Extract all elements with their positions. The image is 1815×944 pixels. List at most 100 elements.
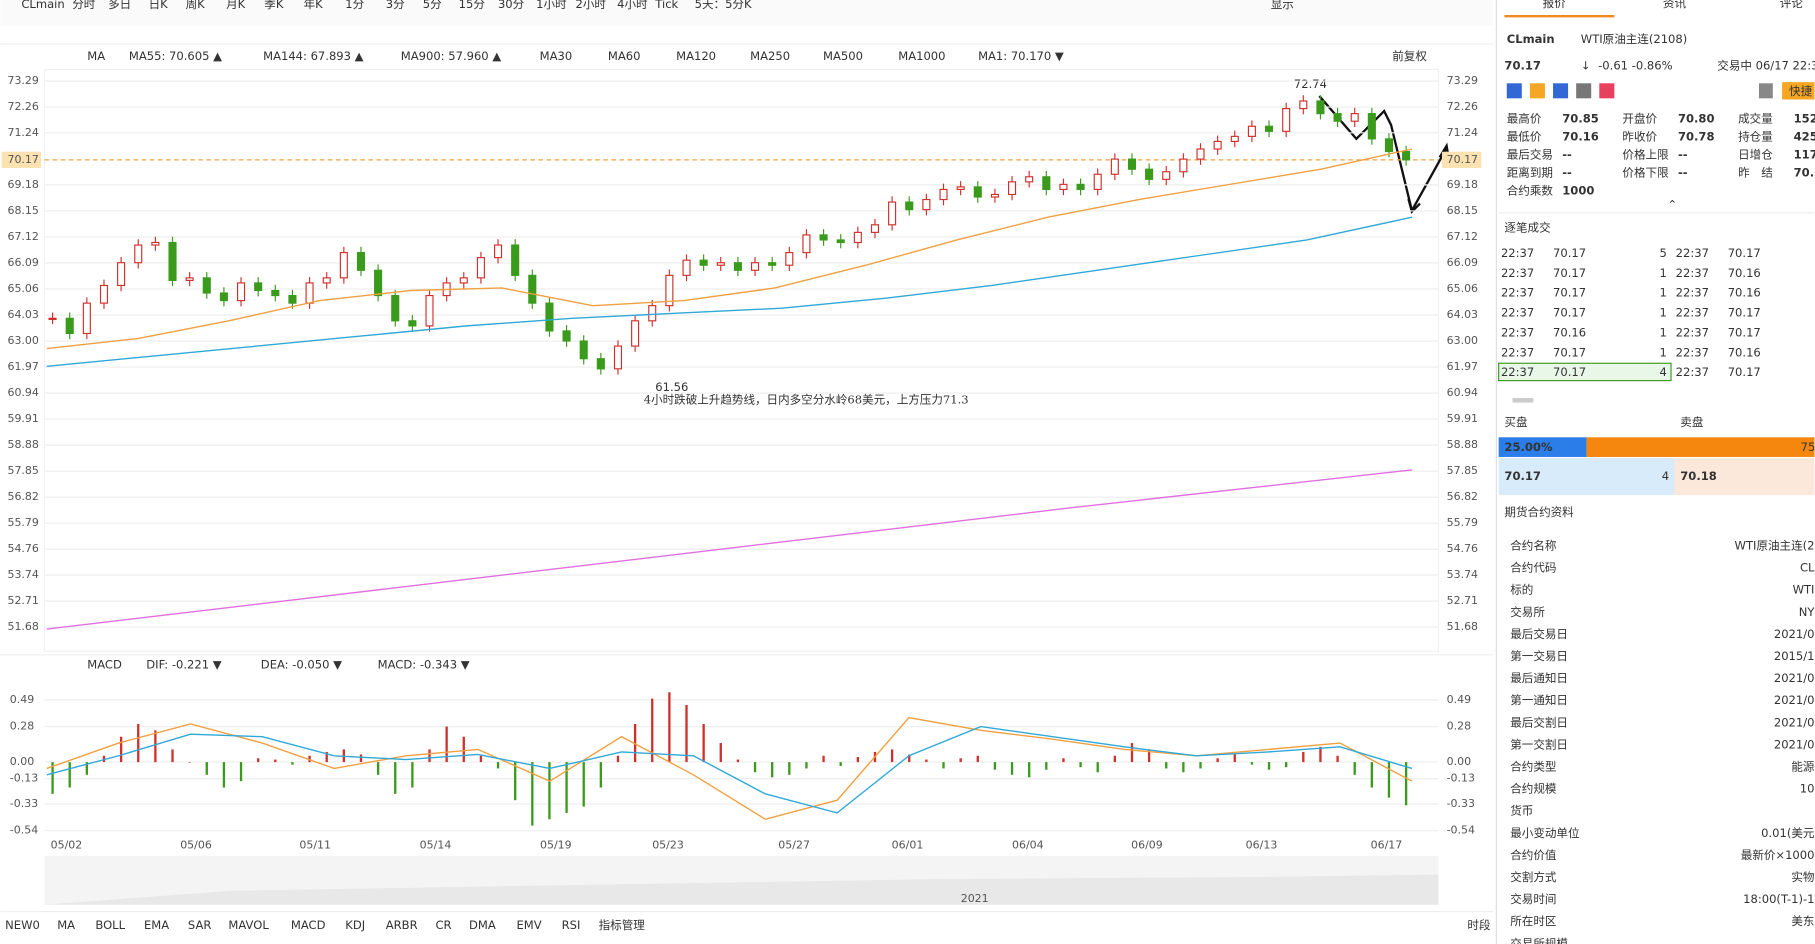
macd-bar [1028, 762, 1031, 778]
macd-bar [376, 762, 380, 775]
indicator-tab[interactable]: RSI [562, 918, 581, 932]
y-tick-label: 70.17 [7, 153, 38, 166]
x-tick-label: 05/02 [51, 839, 83, 852]
y-tick-label: -0.33 [1447, 797, 1475, 810]
period[interactable]: 年K [304, 0, 324, 11]
indicator-tab[interactable]: MACD [291, 918, 326, 932]
y-tick-label: 58.88 [7, 438, 38, 451]
trade-cell: 70.17 [1728, 306, 1761, 320]
candle [168, 241, 177, 281]
trade-cell: 1 [1659, 286, 1666, 300]
indicator-tab[interactable]: MAVOL [228, 918, 269, 932]
y-tick-label: 54.76 [1447, 542, 1478, 555]
candle [1025, 176, 1034, 183]
macd-bar [582, 762, 585, 807]
y-tick-label: 0.49 [10, 693, 34, 706]
period[interactable]: 月K [226, 0, 246, 11]
candle [271, 289, 280, 297]
indicator-tab[interactable]: BOLL [95, 918, 125, 932]
quote-change: -0.61 -0.86% [1598, 58, 1672, 72]
period[interactable]: Tick [654, 0, 678, 11]
ma-legend: MA55: 70.605 ▲ [129, 49, 222, 63]
bid-box [1498, 458, 1675, 496]
indicator-tab[interactable]: NEW0 [5, 918, 40, 932]
period[interactable]: 4小时 [617, 0, 648, 11]
stat-value: 1000 [1562, 183, 1594, 197]
period[interactable]: 3分 [386, 0, 405, 11]
ma-line [46, 148, 1413, 350]
panel-tab[interactable]: 资讯 [1663, 0, 1687, 10]
candle [819, 234, 828, 241]
candle [682, 259, 691, 276]
period[interactable]: 30分 [498, 0, 525, 11]
period[interactable]: 5分 [423, 0, 442, 11]
candle [922, 198, 931, 211]
period[interactable]: 15分 [459, 0, 486, 11]
candle [1007, 181, 1017, 196]
y-tick-label: -0.54 [10, 824, 38, 837]
panel-tab[interactable]: 报价 [1543, 0, 1567, 10]
quote-name: WTI原油主连(2108) [1581, 32, 1687, 46]
y-tick-label: 71.24 [7, 126, 38, 139]
macd-bar [565, 762, 568, 813]
indicator-tab[interactable]: 指标管理 [599, 918, 646, 932]
macd-bar [85, 762, 89, 775]
fast-label[interactable]: 快捷 [1789, 84, 1813, 98]
info-label: 标的 [1510, 583, 1533, 597]
y-tick-label: 68.15 [7, 204, 38, 217]
trades-title: 逐笔成交 [1504, 220, 1551, 234]
ma-legend: MA1000 [898, 49, 945, 63]
candle [870, 224, 880, 233]
y-tick-label: 71.24 [1447, 126, 1478, 139]
collapse: ⌃ [1668, 197, 1678, 211]
indicator-tab[interactable]: ARBR [386, 918, 418, 932]
indicator-tab[interactable]: EMA [144, 918, 169, 932]
high-label: 72.74 [1294, 77, 1327, 91]
low-label: 61.56 [655, 380, 688, 394]
indicator-tab[interactable]: KDJ [345, 918, 365, 932]
stat-value: 42516 [1794, 130, 1815, 144]
candle [219, 292, 228, 302]
trade-cell: 22:37 [1501, 266, 1534, 280]
trade-cell: 70.17 [1553, 345, 1586, 359]
y-tick-label: 59.91 [7, 412, 38, 425]
adjust[interactable]: 前复权 [1392, 49, 1427, 63]
trade-cell: 22:37 [1501, 365, 1534, 379]
period[interactable]: 季K [264, 0, 284, 11]
candle [374, 269, 383, 297]
indicator-tab[interactable]: DMA [469, 918, 496, 932]
period[interactable]: 5天：5分K [695, 0, 752, 11]
y-tick-label: 67.12 [7, 230, 38, 243]
period[interactable]: 2小时 [575, 0, 606, 11]
symbol[interactable]: CLmain [21, 0, 64, 11]
indicator-tab[interactable]: EMV [516, 918, 541, 932]
macd-bar [1267, 762, 1271, 770]
fast-button[interactable] [1782, 82, 1815, 100]
macd-bar [959, 758, 962, 763]
trade-cell: 1 [1659, 345, 1666, 359]
period[interactable]: 1分 [345, 0, 364, 11]
macd-legend: DIF: -0.221 ▼ [146, 658, 221, 672]
y-tick-label: 59.91 [1447, 412, 1478, 425]
macd-bar [1285, 762, 1288, 768]
indicator-tab[interactable]: MA [57, 918, 75, 932]
y-tick-label: 60.94 [1447, 386, 1478, 399]
panel-tab[interactable]: 评论 [1780, 0, 1804, 10]
candle [716, 262, 725, 266]
period[interactable]: 周K [186, 0, 206, 11]
book-buy: 买盘 [1504, 415, 1528, 429]
trade-cell: 22:37 [1501, 286, 1534, 300]
indicator-tab[interactable]: SAR [188, 918, 211, 932]
period[interactable]: 分时 [72, 0, 96, 11]
indicator-tab[interactable]: CR [435, 918, 451, 932]
candle [1179, 158, 1188, 173]
display-menu[interactable]: 显示 [1271, 0, 1294, 11]
period[interactable]: 1小时 [536, 0, 567, 11]
trade-cell: 22:37 [1676, 325, 1709, 339]
stat-value: 70.16 [1562, 130, 1599, 144]
candle [202, 277, 211, 294]
period-tab[interactable]: 时段 [1467, 918, 1491, 932]
period[interactable]: 日K [149, 0, 169, 11]
candle [236, 282, 246, 302]
period[interactable]: 多日 [108, 0, 131, 11]
